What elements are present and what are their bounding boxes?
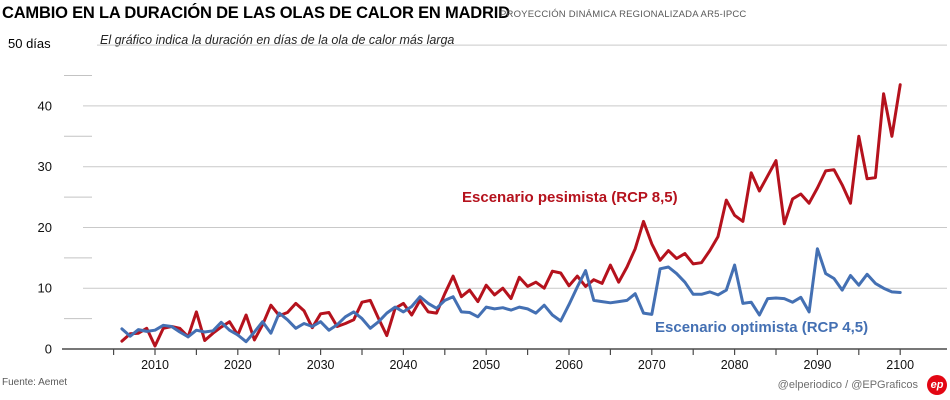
y-axis-label-0: 0 xyxy=(45,342,52,357)
y-axis-label-40: 40 xyxy=(38,98,52,113)
chart-note: El gráfico indica la duración en días de… xyxy=(100,33,455,47)
series-optimista-label: Escenario optimista (RCP 4,5) xyxy=(655,319,869,336)
x-axis-label-2030: 2030 xyxy=(307,358,335,372)
chart-kicker: PROYECCIÓN DINÁMICA REGIONALIZADA AR5-IP… xyxy=(500,9,747,20)
page-title: CAMBIO EN LA DURACIÓN DE LAS OLAS DE CAL… xyxy=(2,4,510,22)
y-axis-label-30: 30 xyxy=(38,159,52,174)
x-axis-label-2050: 2050 xyxy=(472,358,500,372)
social-credits: @elperiodico / @EPGraficos xyxy=(777,379,918,391)
x-axis-label-2080: 2080 xyxy=(721,358,749,372)
source-credit: Fuente: Aemet xyxy=(2,377,68,388)
elperiodico-logo-icon: ep xyxy=(927,375,947,395)
series-line-optimista xyxy=(120,247,902,344)
x-axis-label-2100: 2100 xyxy=(886,358,914,372)
x-axis-label-2060: 2060 xyxy=(555,358,583,372)
y-axis-label-10: 10 xyxy=(38,281,52,296)
x-axis-label-2070: 2070 xyxy=(638,358,666,372)
x-axis-label-2040: 2040 xyxy=(389,358,417,372)
series-pesimista-label: Escenario pesimista (RCP 8,5) xyxy=(462,189,678,206)
x-axis-label-2010: 2010 xyxy=(141,358,169,372)
y-axis-label-20: 20 xyxy=(38,220,52,235)
x-axis-label-2020: 2020 xyxy=(224,358,252,372)
series-line-pesimista xyxy=(120,83,902,348)
x-axis-label-2090: 2090 xyxy=(803,358,831,372)
y-axis-unit-label: 50 días xyxy=(8,36,51,51)
